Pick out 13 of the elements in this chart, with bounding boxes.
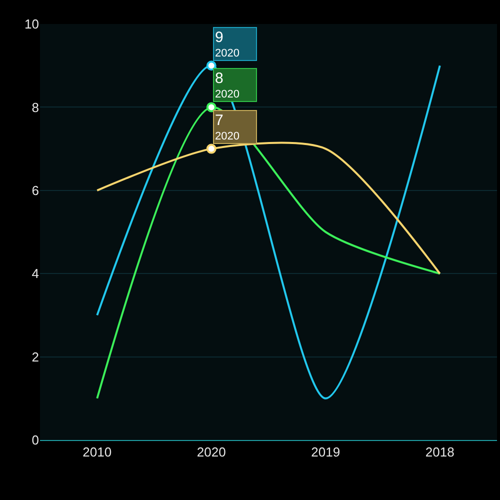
y-tick-label: 8 <box>32 100 39 115</box>
annotation: 8 2020 <box>215 70 240 100</box>
annotation: 9 2020 <box>215 29 240 60</box>
x-tick-label: 2018 <box>425 444 454 460</box>
x-tick-label: 2019 <box>311 444 340 460</box>
x-tick-label: 2010 <box>82 444 112 460</box>
y-tick-label: 2 <box>32 349 39 364</box>
y-tick-label: 6 <box>32 182 39 198</box>
y-tick-label: 10 <box>24 16 39 32</box>
annotation: 7 2020 <box>215 112 240 142</box>
x-tick-label: 2020 <box>196 444 226 460</box>
y-tick-label: 4 <box>32 266 39 282</box>
y-tick-label: 0 <box>32 432 39 448</box>
